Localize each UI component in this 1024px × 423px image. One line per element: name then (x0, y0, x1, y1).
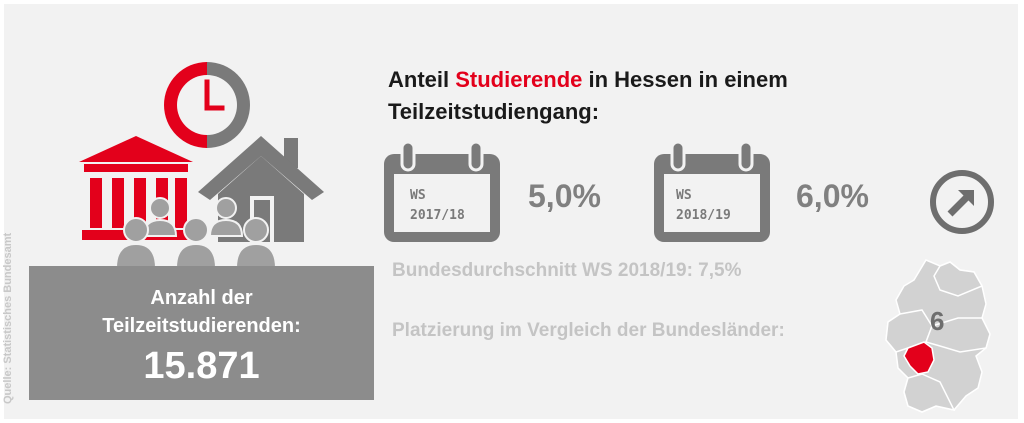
clock-icon (164, 62, 250, 148)
source-note: Quelle: Statistisches Bundesamt (2, 232, 14, 404)
count-label-line2: Teilzeitstudierenden: (102, 315, 301, 337)
semester-label-1-line2: 2017/18 (410, 208, 465, 223)
arrow-right-circle-icon[interactable] (928, 168, 996, 236)
count-label-line1: Anzahl der (150, 287, 253, 309)
headline-part1: Anteil (388, 67, 456, 92)
calendar-icon (384, 140, 500, 242)
semester-label-2-line2: 2018/19 (676, 208, 731, 223)
headline-part2: in Hessen in einem (582, 67, 788, 92)
germany-map-icon (885, 259, 991, 413)
count-label: Anzahl der Teilzeitstudierenden: (29, 284, 374, 340)
ranking-value: 6 (930, 306, 945, 336)
headline-line2: Teilzeitstudiengang: (388, 99, 600, 124)
count-value: 15.871 (143, 345, 260, 387)
semester-label-2-line1: WS (676, 188, 692, 203)
people-group-icon (114, 197, 278, 269)
participant-count-box: Anzahl der Teilzeitstudierenden: 15.871 (29, 266, 374, 400)
semester-label-2: WS 2018/19 (676, 186, 731, 226)
semester-share-2: 6,0% (796, 178, 869, 214)
semester-label-1: WS 2017/18 (410, 186, 465, 226)
national-average: Bundesdurchschnitt WS 2018/19: 7,5% (392, 260, 742, 281)
semester-share-1: 5,0% (528, 178, 601, 214)
ranking-label: Platzierung im Vergleich der Bundeslände… (392, 320, 785, 341)
headline: Anteil Studierende in Hessen in einem Te… (388, 64, 848, 128)
semester-label-1-line1: WS (410, 188, 426, 203)
calendar-icon (654, 140, 770, 242)
headline-accent: Studierende (455, 67, 583, 92)
